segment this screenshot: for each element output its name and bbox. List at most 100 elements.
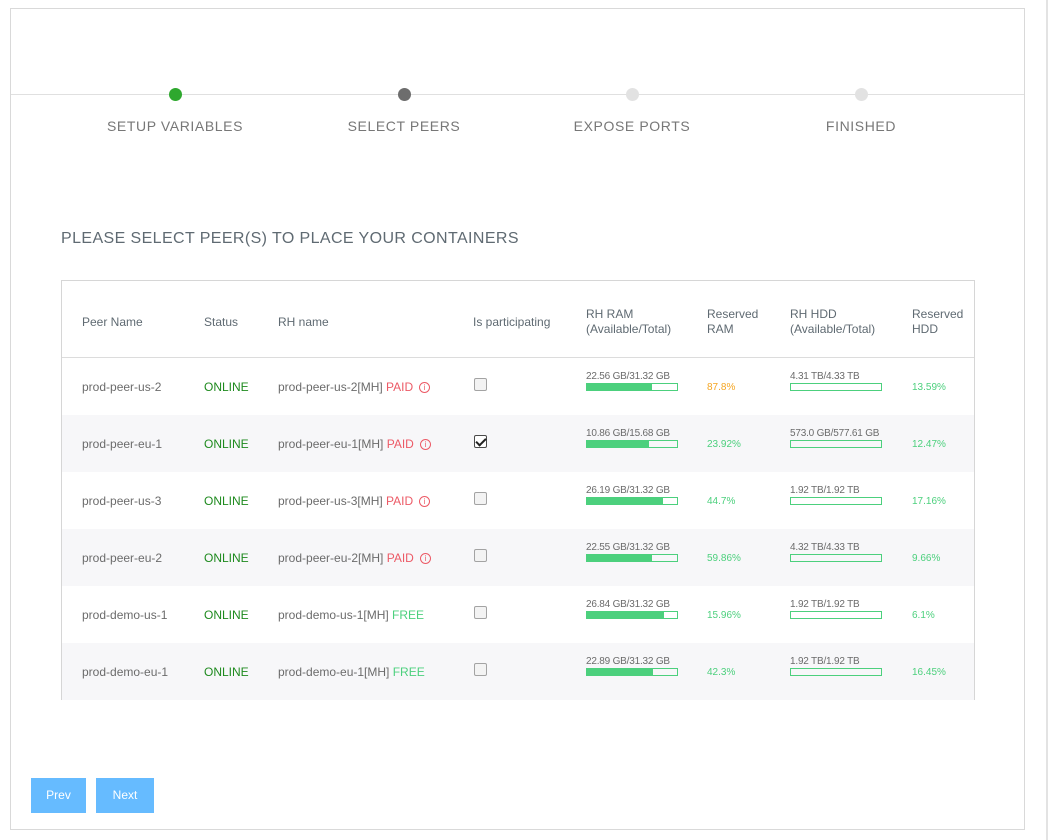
rh-ram-usage: 26.19 GB/31.32 GB — [586, 485, 678, 505]
header-rh-hdd-line2: (Available/Total) — [790, 322, 876, 336]
rh-name-text: prod-peer-eu-1[MH] — [278, 437, 384, 451]
rh-name: prod-peer-us-3[MH] PAID i — [278, 494, 431, 508]
rh-ram-bar-fill — [587, 555, 652, 561]
reserved-ram-value: 15.96% — [707, 610, 741, 621]
rh-ram-usage: 10.86 GB/15.68 GB — [586, 428, 678, 448]
rh-hdd-usage: 4.32 TB/4.33 TB — [790, 542, 882, 562]
page-heading: PLEASE SELECT PEER(S) TO PLACE YOUR CONT… — [61, 230, 519, 247]
header-rh-ram-line2: (Available/Total) — [586, 322, 672, 336]
table-row: prod-peer-us-2 ONLINE prod-peer-us-2[MH] P… — [62, 358, 974, 415]
reserved-hdd-value: 6.1% — [912, 610, 935, 621]
step-label: SELECT PEERS — [347, 118, 461, 134]
rh-name: prod-demo-eu-1[MH] FREE — [278, 665, 425, 679]
step-dot — [854, 88, 868, 101]
header-reserved-hdd: Reserved HDD — [912, 307, 963, 337]
step-finished[interactable]: FINISHED — [741, 88, 981, 134]
reserved-ram-value: 42.3% — [707, 667, 736, 678]
rh-name: prod-peer-us-2[MH] PAID i — [278, 380, 431, 394]
rh-hdd-text: 1.92 TB/1.92 TB — [790, 656, 860, 667]
rh-ram-bar — [586, 440, 678, 448]
rh-ram-text: 22.89 GB/31.32 GB — [586, 656, 670, 667]
reserved-hdd-value: 12.47% — [912, 439, 946, 450]
peer-name: prod-demo-eu-1 — [82, 665, 169, 679]
stepper-line — [11, 94, 1024, 95]
header-rh-hdd-line1: RH HDD — [790, 307, 837, 321]
rh-ram-bar — [586, 668, 678, 676]
tier-badge: FREE — [392, 608, 425, 622]
step-dot — [397, 88, 411, 101]
status-badge: ONLINE — [204, 437, 249, 451]
rh-name-text: prod-demo-us-1[MH] — [278, 608, 389, 622]
rh-ram-text: 22.56 GB/31.32 GB — [586, 371, 670, 382]
participating-checkbox[interactable] — [474, 663, 487, 676]
participating-checkbox[interactable] — [474, 378, 487, 391]
peers-table: Peer Name Status RH name Is participatin… — [61, 280, 975, 700]
rh-hdd-usage: 1.92 TB/1.92 TB — [790, 656, 882, 676]
rh-hdd-usage: 1.92 TB/1.92 TB — [790, 485, 882, 505]
participating-checkbox[interactable] — [474, 492, 487, 505]
rh-ram-text: 26.19 GB/31.32 GB — [586, 485, 670, 496]
rh-ram-bar-fill — [587, 612, 665, 618]
reserved-hdd-value: 13.59% — [912, 382, 946, 393]
prev-button[interactable]: Prev — [31, 778, 86, 813]
rh-ram-usage: 22.55 GB/31.32 GB — [586, 542, 678, 562]
tier-badge: PAID — [386, 494, 414, 508]
reserved-hdd-value: 9.66% — [912, 553, 941, 564]
reserved-ram-value: 87.8% — [707, 382, 736, 393]
tier-badge: FREE — [392, 665, 425, 679]
info-circle-icon[interactable]: i — [419, 439, 431, 450]
reserved-hdd-value: 17.16% — [912, 496, 946, 507]
rh-ram-text: 10.86 GB/15.68 GB — [586, 428, 670, 439]
next-button[interactable]: Next — [96, 778, 154, 813]
reserved-ram-value: 23.92% — [707, 439, 741, 450]
rh-name-text: prod-peer-us-2[MH] — [278, 380, 383, 394]
peer-name: prod-peer-eu-1 — [82, 437, 163, 451]
peer-name: prod-demo-us-1 — [82, 608, 168, 622]
participating-checkbox[interactable] — [474, 549, 487, 562]
rh-ram-text: 22.55 GB/31.32 GB — [586, 542, 670, 553]
status-badge: ONLINE — [204, 494, 249, 508]
window-edge — [1046, 0, 1048, 840]
header-rh-ram-line1: RH RAM — [586, 307, 634, 321]
peer-name: prod-peer-us-2 — [82, 380, 162, 394]
info-circle-icon[interactable]: i — [419, 496, 431, 507]
reserved-ram-value: 44.7% — [707, 496, 736, 507]
rh-ram-bar-fill — [587, 384, 652, 390]
header-rh-name: RH name — [278, 315, 329, 329]
rh-ram-usage: 22.56 GB/31.32 GB — [586, 371, 678, 391]
rh-hdd-text: 4.32 TB/4.33 TB — [790, 542, 860, 553]
rh-hdd-usage: 4.31 TB/4.33 TB — [790, 371, 882, 391]
rh-ram-bar — [586, 383, 678, 391]
step-expose-ports[interactable]: EXPOSE PORTS — [512, 88, 752, 134]
info-circle-icon[interactable]: i — [419, 382, 431, 393]
step-select-peers[interactable]: SELECT PEERS — [284, 88, 524, 134]
rh-hdd-bar — [790, 668, 882, 676]
step-setup-variables[interactable]: SETUP VARIABLES — [55, 88, 295, 134]
table-row: prod-demo-eu-1 ONLINE prod-demo-eu-1[MH] F… — [62, 643, 974, 700]
table-row: prod-demo-us-1 ONLINE prod-demo-us-1[MH] F… — [62, 586, 974, 643]
participating-checkbox[interactable] — [474, 435, 487, 448]
rh-ram-bar — [586, 554, 678, 562]
rh-name-text: prod-demo-eu-1[MH] — [278, 665, 390, 679]
step-dot — [168, 88, 182, 101]
info-circle-icon[interactable]: i — [419, 553, 431, 564]
rh-ram-bar-fill — [587, 669, 653, 675]
header-rh-hdd: RH HDD (Available/Total) — [790, 307, 875, 337]
rh-name: prod-peer-eu-2[MH] PAID i — [278, 551, 431, 565]
participating-checkbox[interactable] — [474, 606, 487, 619]
rh-hdd-bar — [790, 611, 882, 619]
peer-name: prod-peer-eu-2 — [82, 551, 163, 565]
status-badge: ONLINE — [204, 608, 249, 622]
rh-hdd-usage: 573.0 GB/577.61 GB — [790, 428, 882, 448]
tier-badge: PAID — [386, 551, 414, 565]
table-row: prod-peer-eu-1 ONLINE prod-peer-eu-1[MH] P… — [62, 415, 974, 472]
rh-ram-bar-fill — [587, 441, 650, 447]
rh-hdd-text: 1.92 TB/1.92 TB — [790, 485, 860, 496]
rh-hdd-text: 573.0 GB/577.61 GB — [790, 428, 880, 439]
step-label: SETUP VARIABLES — [106, 118, 244, 134]
rh-ram-bar — [586, 497, 678, 505]
header-reserved-ram: Reserved RAM — [707, 307, 758, 337]
table-header: Peer Name Status RH name Is participatin… — [62, 281, 974, 358]
header-status: Status — [204, 315, 239, 329]
table-row: prod-peer-us-3 ONLINE prod-peer-us-3[MH] P… — [62, 472, 974, 529]
